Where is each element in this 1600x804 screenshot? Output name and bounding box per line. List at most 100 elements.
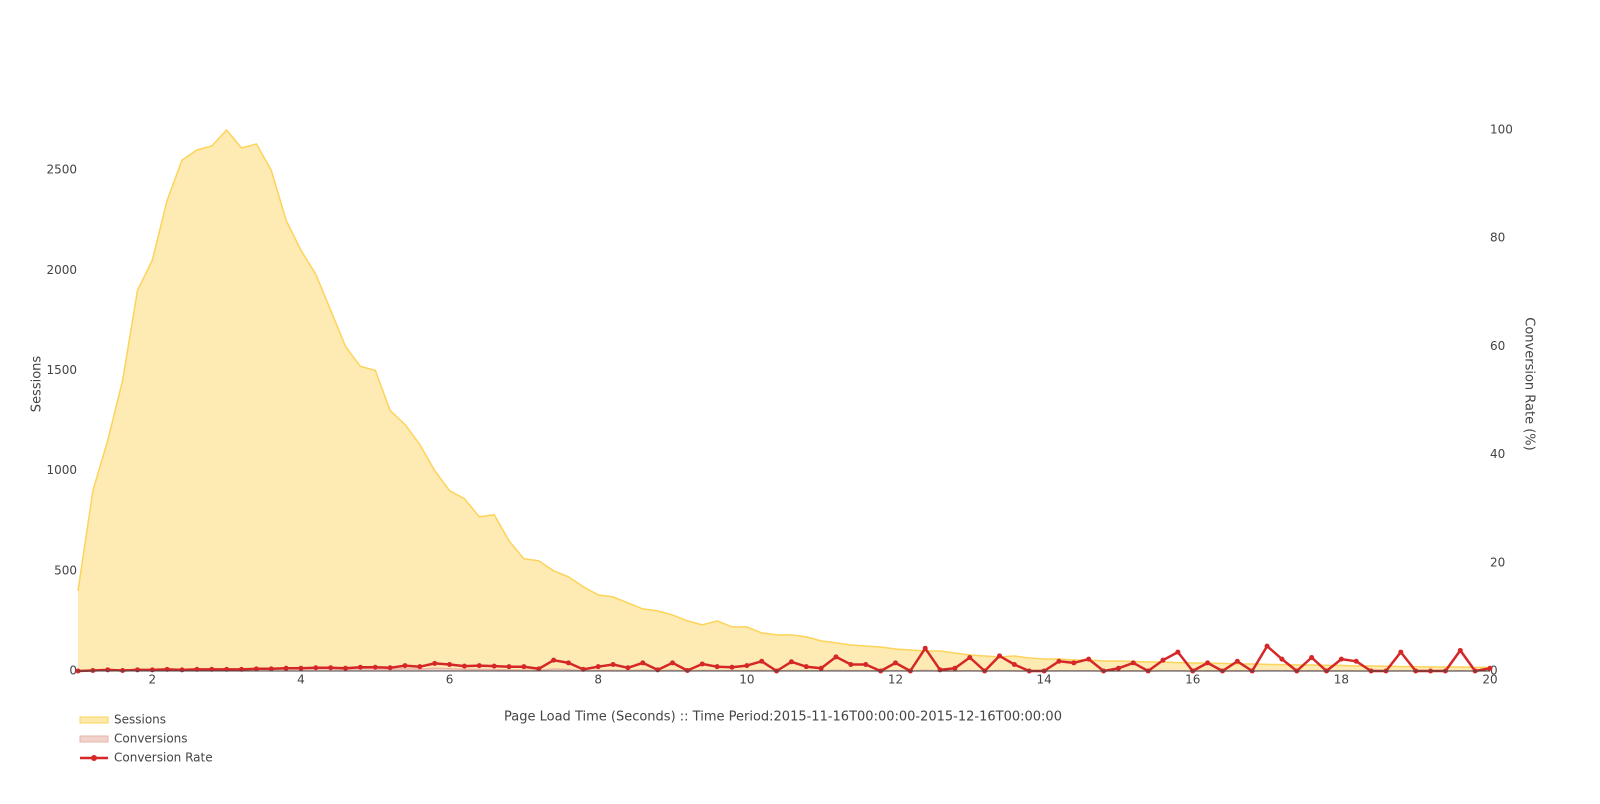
y2-tick-label: 100 — [1490, 123, 1513, 137]
legend-swatch — [79, 716, 109, 724]
y2-tick-label: 80 — [1490, 231, 1505, 245]
rate-marker — [447, 662, 453, 668]
rate-marker — [283, 665, 289, 671]
rate-marker — [417, 664, 423, 670]
rate-marker — [684, 667, 690, 673]
rate-marker — [833, 654, 839, 660]
rate-marker — [120, 667, 126, 673]
rate-marker — [670, 660, 676, 666]
rate-marker — [536, 666, 542, 672]
legend-label: Conversions — [114, 732, 188, 746]
rate-marker — [476, 663, 482, 669]
y-tick-label: 500 — [54, 563, 77, 577]
rate-marker — [328, 665, 334, 671]
rate-marker — [595, 664, 601, 670]
rate-marker — [268, 666, 274, 672]
rate-marker — [937, 667, 943, 673]
legend-label: Conversion Rate — [114, 751, 213, 765]
rate-marker — [788, 659, 794, 665]
rate-marker — [729, 664, 735, 670]
rate-marker — [1487, 665, 1493, 671]
area-line — [77, 128, 1490, 669]
rate-marker — [1130, 660, 1136, 666]
y-tick-label: 2500 — [46, 163, 77, 177]
rate-marker — [818, 665, 824, 671]
y-axis-title: Sessions — [30, 356, 45, 413]
y-tick-label: 2000 — [46, 263, 77, 277]
y2-tick-label: 20 — [1490, 555, 1505, 569]
x-tick-label: 2 — [148, 673, 156, 687]
rate-marker — [372, 664, 378, 670]
x-tick-label: 4 — [297, 673, 305, 687]
rate-marker — [357, 664, 363, 670]
rate-marker — [343, 665, 349, 671]
rate-marker — [640, 660, 646, 666]
legend-swatch — [79, 735, 109, 743]
rate-marker — [149, 667, 155, 673]
x-axis-title: Page Load Time (Seconds) :: Time Period:… — [504, 710, 1062, 725]
rate-marker — [402, 663, 408, 669]
rate-marker — [1205, 660, 1211, 666]
rate-marker — [551, 657, 557, 663]
rate-marker — [1398, 649, 1404, 655]
rate-marker — [1338, 656, 1344, 662]
rate-marker — [313, 665, 319, 671]
x-tick-label: 6 — [446, 673, 454, 687]
rate-marker — [253, 666, 259, 672]
rate-marker — [506, 664, 512, 670]
y-tick-label: 1000 — [46, 463, 77, 477]
rate-marker — [1175, 649, 1181, 655]
rate-marker — [105, 667, 111, 673]
y2-tick-label: 60 — [1490, 339, 1505, 353]
rate-marker — [1011, 662, 1017, 668]
rate-marker — [803, 664, 809, 670]
rate-marker — [565, 660, 571, 666]
rate-marker — [1309, 654, 1315, 660]
rate-marker — [714, 664, 720, 670]
area-fill — [78, 130, 1490, 671]
rate-marker — [1160, 657, 1166, 663]
rate-marker — [1279, 656, 1285, 662]
rate-marker — [625, 665, 631, 671]
rate-marker — [1071, 660, 1077, 666]
rate-marker — [744, 663, 750, 669]
y2-tick-label: 40 — [1490, 447, 1505, 461]
rate-marker — [387, 665, 393, 671]
rate-marker — [997, 653, 1003, 659]
rate-marker — [90, 667, 96, 673]
rate-marker — [134, 667, 140, 673]
y2-tick-label: 0 — [1490, 664, 1498, 678]
rate-marker — [1264, 643, 1270, 649]
y2-axis-title: Conversion Rate (%) — [1522, 317, 1537, 450]
legend-label: Sessions — [114, 713, 166, 727]
x-tick-label: 16 — [1185, 673, 1200, 687]
rate-marker — [521, 664, 527, 670]
rate-marker — [461, 663, 467, 669]
rate-marker — [1353, 658, 1359, 664]
y-tick-label: 1500 — [46, 363, 77, 377]
rate-marker — [1457, 647, 1463, 653]
rate-marker — [610, 662, 616, 668]
rate-marker — [759, 658, 765, 664]
legend-marker — [91, 755, 97, 761]
rate-marker — [655, 667, 661, 673]
rate-marker — [967, 654, 973, 660]
rate-marker — [179, 667, 185, 673]
rate-marker — [922, 645, 928, 651]
rate-marker — [298, 665, 304, 671]
x-tick-label: 18 — [1334, 673, 1349, 687]
x-tick-label: 20 — [1482, 673, 1497, 687]
x-tick-label: 8 — [594, 673, 602, 687]
rate-marker — [863, 662, 869, 668]
rate-marker — [1115, 665, 1121, 671]
rate-marker — [432, 660, 438, 666]
x-tick-label: 14 — [1036, 673, 1051, 687]
x-tick-label: 12 — [888, 673, 903, 687]
rate-marker — [1056, 658, 1062, 664]
rate-marker — [699, 661, 705, 667]
y-tick-label: 0 — [69, 664, 77, 678]
rate-marker — [848, 662, 854, 668]
rate-marker — [1086, 656, 1092, 662]
rate-marker — [952, 665, 958, 671]
